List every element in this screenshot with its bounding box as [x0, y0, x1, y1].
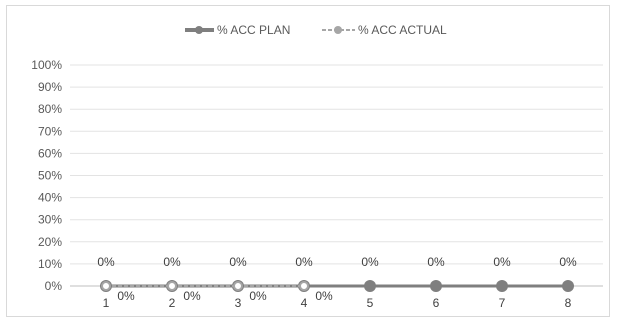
- chart-frame: [6, 5, 610, 317]
- data-point-actual: [299, 281, 309, 291]
- data-label-actual: 0%: [183, 289, 201, 303]
- y-tick-label: 60%: [38, 146, 62, 160]
- x-tick-label: 3: [235, 296, 242, 310]
- y-tick-label: 0%: [45, 279, 63, 293]
- y-tick-label: 90%: [38, 80, 62, 94]
- data-point-plan: [430, 280, 442, 292]
- y-tick-label: 30%: [38, 213, 62, 227]
- data-label-plan: 0%: [493, 255, 511, 269]
- x-tick-label: 1: [103, 296, 110, 310]
- y-tick-label: 20%: [38, 235, 62, 249]
- y-tick-label: 50%: [38, 169, 62, 183]
- legend-plan-label: % ACC PLAN: [217, 23, 290, 37]
- data-point-plan: [364, 280, 376, 292]
- data-point-actual: [233, 281, 243, 291]
- data-label-plan: 0%: [427, 255, 445, 269]
- data-point-actual: [167, 281, 177, 291]
- y-tick-label: 70%: [38, 124, 62, 138]
- legend-actual-label: % ACC ACTUAL: [358, 23, 447, 37]
- data-label-plan: 0%: [229, 255, 247, 269]
- x-tick-label: 5: [367, 296, 374, 310]
- y-tick-label: 40%: [38, 191, 62, 205]
- legend-item-plan: % ACC PLAN: [185, 23, 290, 37]
- data-point-plan: [496, 280, 508, 292]
- data-labels: 0% 0% 0% 0% 0% 0% 0% 0% 0% 0% 0% 0%: [97, 255, 577, 303]
- y-tick-label: 80%: [38, 102, 62, 116]
- x-tick-label: 4: [301, 296, 308, 310]
- x-tick-label: 6: [433, 296, 440, 310]
- x-tick-label: 2: [169, 296, 176, 310]
- data-label-plan: 0%: [163, 255, 181, 269]
- data-label-plan: 0%: [361, 255, 379, 269]
- legend-actual-marker: [334, 26, 342, 34]
- data-label-plan: 0%: [97, 255, 115, 269]
- y-axis: 0% 10% 20% 30% 40% 50% 60% 70% 80% 90% 100%: [31, 58, 62, 293]
- legend-item-actual: % ACC ACTUAL: [322, 23, 447, 37]
- x-tick-label: 8: [565, 296, 572, 310]
- legend-plan-marker: [195, 26, 203, 34]
- legend: % ACC PLAN % ACC ACTUAL: [185, 23, 447, 37]
- data-point-actual: [101, 281, 111, 291]
- data-label-actual: 0%: [117, 289, 135, 303]
- x-axis: 1 2 3 4 5 6 7 8: [103, 296, 572, 310]
- data-label-actual: 0%: [249, 289, 267, 303]
- y-tick-label: 10%: [38, 257, 62, 271]
- series-layer: [100, 280, 574, 292]
- gridlines: [70, 64, 603, 287]
- data-point-plan: [562, 280, 574, 292]
- data-label-plan: 0%: [559, 255, 577, 269]
- data-label-plan: 0%: [295, 255, 313, 269]
- y-tick-label: 100%: [31, 58, 62, 72]
- x-tick-label: 7: [499, 296, 506, 310]
- data-label-actual: 0%: [315, 289, 333, 303]
